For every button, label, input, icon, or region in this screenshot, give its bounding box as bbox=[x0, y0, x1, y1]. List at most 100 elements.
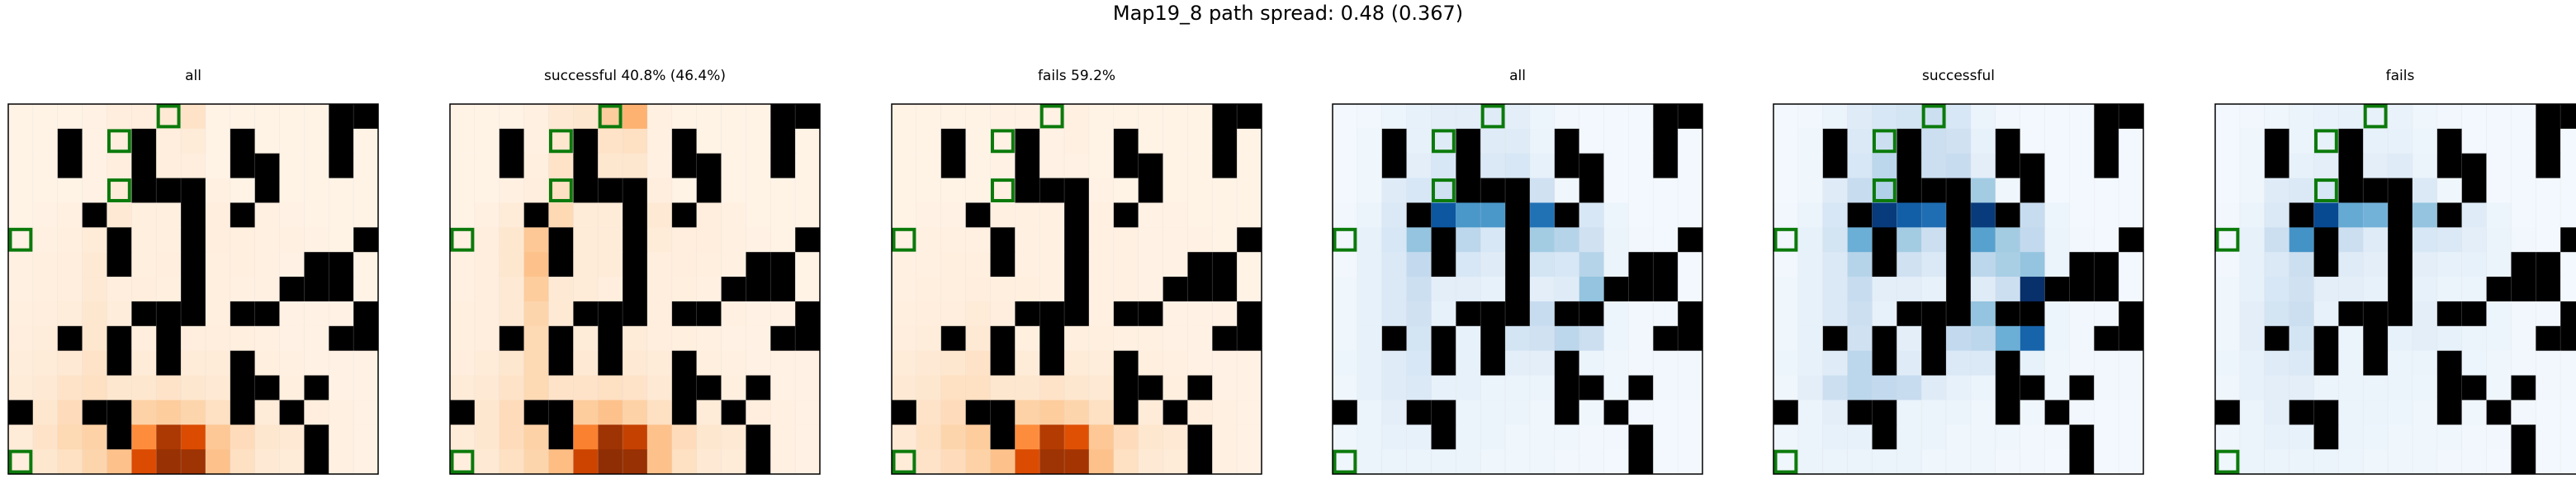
heat-cell bbox=[1039, 400, 1064, 424]
wall-cell bbox=[2313, 252, 2338, 277]
heat-cell bbox=[2536, 376, 2560, 401]
heat-cell bbox=[2487, 326, 2512, 351]
heat-cell bbox=[1872, 277, 1896, 301]
heat-cell bbox=[156, 400, 181, 424]
wall-cell bbox=[1139, 154, 1163, 178]
heat-cell bbox=[1089, 376, 1114, 401]
wall-cell bbox=[1896, 301, 1921, 326]
heat-cell bbox=[795, 376, 820, 401]
heat-cell bbox=[2265, 400, 2290, 424]
heat-cell bbox=[2215, 252, 2240, 277]
heat-cell bbox=[2388, 424, 2413, 449]
heat-cell bbox=[304, 227, 329, 252]
heat-cell bbox=[573, 400, 598, 424]
heat-cell bbox=[722, 301, 746, 326]
heat-cell bbox=[941, 376, 966, 401]
heat-cell bbox=[475, 376, 500, 401]
heat-cell bbox=[672, 424, 697, 449]
heat-cell bbox=[598, 252, 623, 277]
wall-cell bbox=[1946, 277, 1971, 301]
heat-cell bbox=[1333, 154, 1357, 178]
wall-cell bbox=[941, 129, 966, 154]
heat-cell bbox=[1798, 449, 1823, 474]
heat-cell bbox=[1357, 449, 1382, 474]
heat-cell bbox=[1357, 326, 1382, 351]
heat-cell bbox=[598, 376, 623, 401]
heat-cell bbox=[1971, 424, 1996, 449]
heat-cell bbox=[647, 400, 672, 424]
heat-cell bbox=[1237, 154, 1262, 178]
wall-cell bbox=[1505, 227, 1530, 252]
heat-cell bbox=[1872, 104, 1896, 129]
heat-cell bbox=[329, 449, 353, 474]
wall-cell bbox=[1555, 202, 1579, 227]
heat-cell bbox=[83, 301, 107, 326]
wall-cell bbox=[746, 449, 770, 474]
heat-cell bbox=[1237, 351, 1262, 376]
heat-cell bbox=[450, 154, 475, 178]
wall-cell bbox=[672, 202, 697, 227]
heat-cell bbox=[33, 351, 58, 376]
wall-cell bbox=[2265, 154, 2290, 178]
wall-cell bbox=[1579, 154, 1604, 178]
heat-cell bbox=[1456, 252, 1480, 277]
heat-cell bbox=[722, 227, 746, 252]
heat-cell bbox=[58, 351, 83, 376]
wall-cell bbox=[1555, 129, 1579, 154]
heat-cell bbox=[1163, 301, 1188, 326]
heat-cell bbox=[1555, 277, 1579, 301]
wall-cell bbox=[1187, 449, 1212, 474]
heat-cell bbox=[1015, 424, 1039, 449]
heat-cell bbox=[500, 376, 524, 401]
heat-cell bbox=[475, 154, 500, 178]
heat-cell bbox=[1187, 104, 1212, 129]
wall-cell bbox=[1628, 252, 1653, 277]
wall-cell bbox=[280, 277, 305, 301]
heat-cell bbox=[107, 449, 131, 474]
heat-cell bbox=[1357, 301, 1382, 326]
heat-cell bbox=[2363, 202, 2388, 227]
heat-cell bbox=[1089, 351, 1114, 376]
heat-cell bbox=[1530, 202, 1555, 227]
heat-cell bbox=[1212, 301, 1237, 326]
wall-cell bbox=[672, 154, 697, 178]
heat-cell bbox=[2215, 129, 2240, 154]
wall-cell bbox=[1039, 326, 1064, 351]
heat-cell bbox=[1357, 129, 1382, 154]
heat-cell bbox=[1015, 351, 1039, 376]
heat-cell bbox=[280, 202, 305, 227]
wall-cell bbox=[329, 129, 353, 154]
heat-cell bbox=[2290, 227, 2314, 252]
heat-cell bbox=[1628, 202, 1653, 227]
wall-cell bbox=[2119, 326, 2143, 351]
heat-cell bbox=[1604, 154, 1629, 178]
heat-cell bbox=[255, 129, 280, 154]
heat-cell bbox=[795, 400, 820, 424]
heat-cell bbox=[33, 252, 58, 277]
heat-cell bbox=[1971, 400, 1996, 424]
wall-cell bbox=[1407, 202, 1432, 227]
heat-cell bbox=[1139, 326, 1163, 351]
wall-cell bbox=[1114, 301, 1139, 326]
heat-cell bbox=[1114, 104, 1139, 129]
heat-cell bbox=[647, 351, 672, 376]
heat-cell bbox=[2094, 449, 2119, 474]
heat-cell bbox=[1628, 104, 1653, 129]
heat-cell bbox=[1357, 277, 1382, 301]
heat-cell bbox=[1187, 129, 1212, 154]
heat-cell bbox=[2462, 449, 2487, 474]
heat-cell bbox=[1798, 376, 1823, 401]
heat-cell bbox=[573, 202, 598, 227]
heat-cell bbox=[2045, 301, 2070, 326]
wall-cell bbox=[1946, 252, 1971, 277]
heat-cell bbox=[1921, 129, 1946, 154]
heat-cell bbox=[1237, 424, 1262, 449]
heat-cell bbox=[1628, 178, 1653, 203]
heat-cell bbox=[1996, 277, 2020, 301]
heat-cell bbox=[1089, 202, 1114, 227]
heat-cell bbox=[1212, 227, 1237, 252]
heat-cell bbox=[2119, 129, 2143, 154]
wall-cell bbox=[8, 400, 33, 424]
heat-cell bbox=[1555, 104, 1579, 129]
heat-cell bbox=[329, 351, 353, 376]
